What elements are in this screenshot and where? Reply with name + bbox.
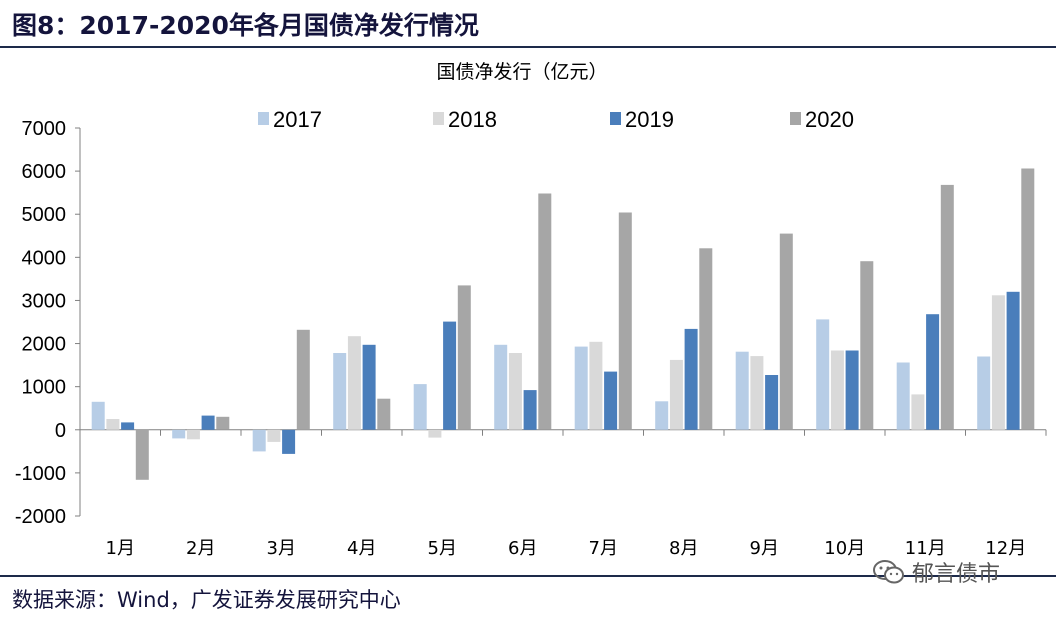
x-tick-label: 1月 xyxy=(106,538,135,559)
bar-2019-12月 xyxy=(1006,291,1020,430)
bar-2017-3月 xyxy=(252,429,266,452)
bar-2020-10月 xyxy=(860,261,874,430)
bar-2019-9月 xyxy=(765,375,779,430)
bar-2018-1月 xyxy=(106,419,120,430)
bar-2020-12月 xyxy=(1021,168,1035,430)
bars-layer xyxy=(91,168,1035,480)
bar-2018-6月 xyxy=(508,353,522,430)
y-tick-label: 1000 xyxy=(22,377,67,399)
x-tick-label: 3月 xyxy=(267,538,296,559)
bar-2020-7月 xyxy=(618,212,632,430)
bar-2017-10月 xyxy=(816,319,830,430)
watermark-text: 郁言债市 xyxy=(912,562,1001,587)
bar-2019-6月 xyxy=(523,390,537,430)
top-rule xyxy=(0,46,1056,48)
bar-2019-4月 xyxy=(362,344,376,430)
bar-2019-8月 xyxy=(684,328,698,430)
bar-2019-3月 xyxy=(282,429,296,454)
bar-2018-4月 xyxy=(347,336,361,430)
wechat-icon xyxy=(873,560,904,584)
x-axis: 1月 2月 3月 4月 5月 6月 7月 8月 9月 10月 11月 12月 xyxy=(79,429,1047,559)
bar-2019-7月 xyxy=(604,371,618,430)
bar-2018-3月 xyxy=(267,429,281,442)
figure-title: 图8：2017-2020年各月国债净发行情况 xyxy=(12,11,479,40)
bar-2019-10月 xyxy=(845,350,859,430)
legend: 2017 2018 2019 2020 xyxy=(258,107,854,132)
legend-swatch-2019 xyxy=(610,112,621,125)
watermark: 郁言债市 xyxy=(872,556,1000,588)
bottom-rule xyxy=(0,575,1056,577)
bar-2018-2月 xyxy=(186,429,200,440)
x-tick-label: 4月 xyxy=(347,538,376,559)
bar-2017-11月 xyxy=(896,362,910,430)
y-axis: 7000 6000 5000 4000 3000 2000 1000 0 -1000 -2000 xyxy=(15,118,81,528)
legend-swatch-2018 xyxy=(433,112,444,125)
x-tick-label: 10月 xyxy=(824,538,865,559)
bar-chart: 国债净发行（亿元） 2017 2018 2019 2020 7000 6000 5000 4… xyxy=(15,61,1047,559)
bar-2017-9月 xyxy=(735,351,749,430)
bar-2020-3月 xyxy=(296,329,310,430)
x-tick-label: 7月 xyxy=(589,538,618,559)
bar-2019-5月 xyxy=(443,321,457,430)
bar-2020-2月 xyxy=(216,416,230,430)
legend-label-2020: 2020 xyxy=(805,107,854,132)
x-tick-label: 6月 xyxy=(508,538,537,559)
y-tick-label: -2000 xyxy=(15,506,66,528)
bar-2019-11月 xyxy=(926,314,940,430)
bar-2018-11月 xyxy=(911,394,925,430)
bar-2020-4月 xyxy=(377,398,391,430)
y-tick-label: 3000 xyxy=(22,290,67,312)
legend-label-2018: 2018 xyxy=(448,107,497,132)
bar-2020-6月 xyxy=(538,193,552,430)
y-tick-label: 6000 xyxy=(22,161,67,183)
x-tick-label: 9月 xyxy=(750,538,779,559)
bar-2017-4月 xyxy=(333,353,347,430)
legend-swatch-2020 xyxy=(790,112,801,125)
source-note: 数据来源：Wind，广发证券发展研究中心 xyxy=(12,588,401,612)
bar-2018-9月 xyxy=(750,356,764,430)
y-tick-label: -1000 xyxy=(15,463,66,485)
bar-2018-12月 xyxy=(991,295,1005,430)
x-tick-label: 12月 xyxy=(985,538,1026,559)
bar-2017-12月 xyxy=(977,356,991,430)
y-tick-label: 0 xyxy=(55,420,66,442)
bar-2017-6月 xyxy=(494,344,508,430)
bar-2017-7月 xyxy=(574,346,588,430)
bar-2020-11月 xyxy=(940,184,954,430)
bar-2020-5月 xyxy=(457,285,471,430)
legend-label-2019: 2019 xyxy=(625,107,674,132)
legend-swatch-2017 xyxy=(258,112,269,125)
y-tick-label: 7000 xyxy=(22,118,67,140)
x-tick-label: 2月 xyxy=(186,538,215,559)
bar-2018-5月 xyxy=(428,429,442,438)
bar-2020-1月 xyxy=(135,429,149,480)
bar-2020-8月 xyxy=(699,248,713,430)
bar-2020-9月 xyxy=(779,233,793,430)
y-tick-label: 5000 xyxy=(22,204,67,226)
bar-2017-2月 xyxy=(172,429,186,439)
bar-2019-1月 xyxy=(121,422,135,430)
bar-2018-10月 xyxy=(830,350,844,430)
x-tick-label: 8月 xyxy=(669,538,698,559)
chart-title: 国债净发行（亿元） xyxy=(436,61,607,83)
x-tick-label: 5月 xyxy=(428,538,457,559)
bar-2017-8月 xyxy=(655,401,669,430)
bar-2017-1月 xyxy=(91,401,105,430)
legend-label-2017: 2017 xyxy=(273,107,322,132)
bar-2017-5月 xyxy=(413,384,427,430)
bar-2018-8月 xyxy=(669,359,683,430)
bar-2019-2月 xyxy=(201,415,215,430)
x-tick-label: 11月 xyxy=(905,538,946,559)
bar-2018-7月 xyxy=(589,341,603,430)
y-tick-label: 4000 xyxy=(22,247,67,269)
y-tick-label: 2000 xyxy=(22,334,67,356)
